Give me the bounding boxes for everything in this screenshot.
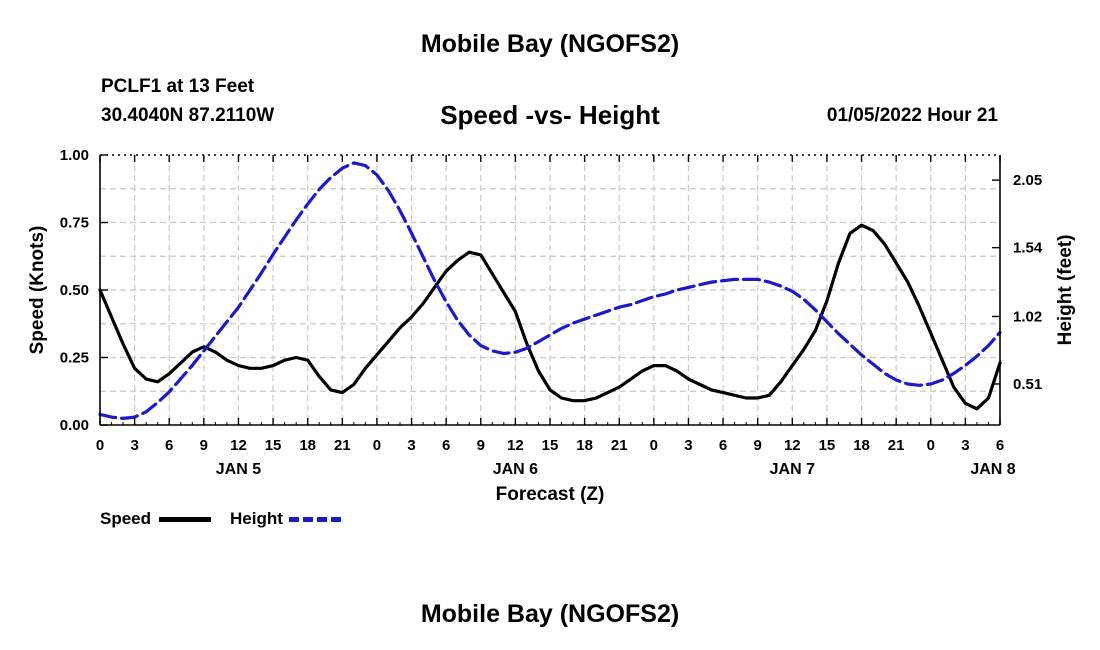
legend-height-swatch bbox=[288, 517, 341, 523]
y2-axis-title: Height (feet) bbox=[1055, 235, 1076, 346]
date-label: JAN 5 bbox=[216, 461, 261, 478]
axes-layer bbox=[99, 154, 1001, 426]
x-tick-label: 0 bbox=[96, 437, 104, 454]
legend-speed: Speed bbox=[100, 509, 211, 529]
y2-tick-label: 1.02 bbox=[1013, 308, 1042, 325]
x-tick-label: 21 bbox=[888, 437, 905, 454]
x-tick-label: 6 bbox=[165, 437, 173, 454]
legend-height-label: Height bbox=[230, 509, 283, 528]
x-tick-label: 15 bbox=[819, 437, 836, 454]
x-tick-label: 18 bbox=[853, 437, 870, 454]
y2-tick-label: 1.54 bbox=[1013, 240, 1043, 257]
x-tick-label: 3 bbox=[407, 437, 415, 454]
date-label: JAN 7 bbox=[770, 461, 815, 478]
forecast-datetime: 01/05/2022 Hour 21 bbox=[826, 105, 998, 126]
series-layer bbox=[98, 161, 1002, 420]
speed-height-chart: 0 3 6 9 12 15 18 21 0 3 6 9 12 15 18 21 0 3 6 9 12 15 18 21 0 3 6 J… bbox=[27, 147, 1076, 505]
x-tick-label: 21 bbox=[611, 437, 628, 454]
x-tick-label: 9 bbox=[754, 437, 762, 454]
x-tick-label: 9 bbox=[477, 437, 485, 454]
x-tick-label: 6 bbox=[442, 437, 450, 454]
y2-tick-label: 0.51 bbox=[1013, 376, 1042, 393]
y-tick-label: 0.75 bbox=[60, 215, 89, 232]
y-tick-label: 0.50 bbox=[60, 282, 89, 299]
chart-subtitle: Speed -vs- Height bbox=[440, 100, 660, 130]
x-tick-label: 21 bbox=[334, 437, 351, 454]
grid-layer bbox=[100, 155, 1000, 425]
footer-chart-title: Mobile Bay (NGOFS2) bbox=[420, 600, 680, 628]
date-label: JAN 8 bbox=[970, 461, 1015, 478]
x-tick-label: 3 bbox=[130, 437, 138, 454]
x-tick-label: 12 bbox=[230, 437, 247, 454]
x-tick-label: 18 bbox=[299, 437, 316, 454]
legend-speed-swatch bbox=[158, 517, 211, 523]
y-tick-label: 0.00 bbox=[60, 417, 89, 434]
y2-tick-label: 2.05 bbox=[1013, 172, 1042, 189]
x-tick-label: 18 bbox=[576, 437, 593, 454]
station-label: PCLF1 at 13 Feet bbox=[101, 76, 255, 97]
y-tick-label: 0.25 bbox=[60, 350, 89, 367]
x-axis-title: Forecast (Z) bbox=[496, 484, 605, 505]
height-series-line bbox=[98, 161, 1002, 420]
x-tick-label: 12 bbox=[784, 437, 801, 454]
legend-height: Height bbox=[230, 509, 341, 529]
labels-layer: 0 3 6 9 12 15 18 21 0 3 6 9 12 15 18 21 0 3 6 9 12 15 18 21 0 3 6 J… bbox=[27, 147, 1076, 505]
x-tick-label: 9 bbox=[200, 437, 208, 454]
speed-series-line bbox=[98, 223, 1002, 411]
x-tick-label: 0 bbox=[650, 437, 658, 454]
x-tick-label: 6 bbox=[996, 437, 1004, 454]
x-tick-label: 6 bbox=[719, 437, 727, 454]
x-tick-label: 3 bbox=[961, 437, 969, 454]
x-tick-label: 15 bbox=[265, 437, 282, 454]
x-tick-label: 12 bbox=[507, 437, 524, 454]
x-tick-label: 3 bbox=[684, 437, 692, 454]
date-label: JAN 6 bbox=[493, 461, 538, 478]
x-tick-label: 15 bbox=[542, 437, 559, 454]
station-coordinates: 30.4040N 87.2110W bbox=[101, 105, 275, 126]
chart-main-title: Mobile Bay (NGOFS2) bbox=[420, 30, 680, 58]
x-tick-label: 0 bbox=[373, 437, 381, 454]
y-axis-title: Speed (Knots) bbox=[27, 226, 48, 355]
y-tick-label: 1.00 bbox=[60, 147, 89, 164]
x-tick-label: 0 bbox=[927, 437, 935, 454]
legend-speed-label: Speed bbox=[100, 509, 152, 528]
